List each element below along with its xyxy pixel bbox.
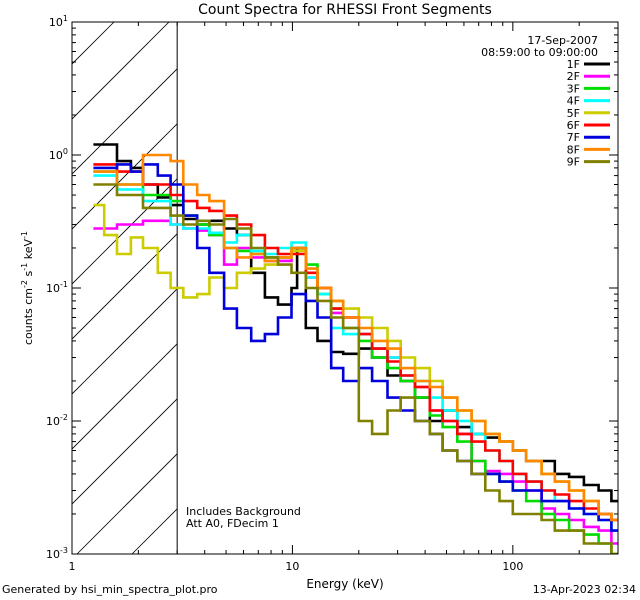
legend-label-6F: 6F — [567, 119, 580, 132]
legend-label-2F: 2F — [567, 70, 580, 83]
legend-date: 17-Sep-2007 — [527, 34, 598, 47]
legend-label-9F: 9F — [567, 156, 580, 169]
y-tick-label: 101 — [49, 14, 68, 29]
x-axis: 1 10 100 — [69, 22, 619, 573]
legend-time-range: 08:59:00 to 09:00:00 — [481, 46, 598, 59]
series-6F-line — [93, 163, 618, 522]
hatch-line — [72, 68, 178, 175]
annotation-background: Includes Background — [186, 505, 301, 518]
hatch-line — [0, 22, 4, 554]
x-tick-label: 1 — [69, 560, 76, 573]
hatch-line — [76, 453, 178, 554]
series-9F-line — [93, 183, 618, 554]
series-8F-line — [93, 153, 618, 522]
legend-label-3F: 3F — [567, 82, 580, 95]
footer-timestamp: 13-Apr-2023 02:34 — [532, 583, 636, 596]
footer-generated-by: Generated by hsi_min_spectra_plot.pro — [2, 583, 218, 596]
y-axis-label: counts cm-2 s-1 keV-1 — [20, 231, 35, 345]
hatch-line — [242, 22, 640, 554]
x-axis-label: Energy (keV) — [306, 577, 383, 591]
legend: 17-Sep-2007 08:59:00 to 09:00:00 1F2F3F4… — [481, 34, 610, 169]
hatch-line — [627, 22, 640, 554]
hatch-line — [72, 22, 170, 120]
y-tick-label: 10-1 — [46, 280, 68, 295]
x-tick-label: 100 — [502, 560, 523, 573]
legend-label-4F: 4F — [567, 95, 580, 108]
legend-label-8F: 8F — [567, 143, 580, 156]
y-tick-label: 10-2 — [46, 413, 68, 428]
chart-title: Count Spectra for RHESSI Front Segments — [198, 2, 492, 18]
hatch-line — [72, 398, 178, 505]
series-group — [93, 143, 618, 554]
y-axis: 10-3 10-2 10-1 100 101 — [46, 14, 618, 561]
y-tick-label: 10-3 — [46, 546, 68, 561]
plot-frame — [71, 21, 619, 555]
legend-label-7F: 7F — [567, 131, 580, 144]
legend-label-1F: 1F — [567, 58, 580, 71]
annotations: Includes Background Att A0, FDecim 1 — [186, 505, 301, 530]
hatch-line — [72, 233, 178, 340]
annotation-attenuator: Att A0, FDecim 1 — [186, 517, 279, 530]
y-tick-label: 100 — [49, 147, 68, 162]
legend-label-5F: 5F — [567, 107, 580, 120]
x-tick-label: 10 — [285, 560, 299, 573]
